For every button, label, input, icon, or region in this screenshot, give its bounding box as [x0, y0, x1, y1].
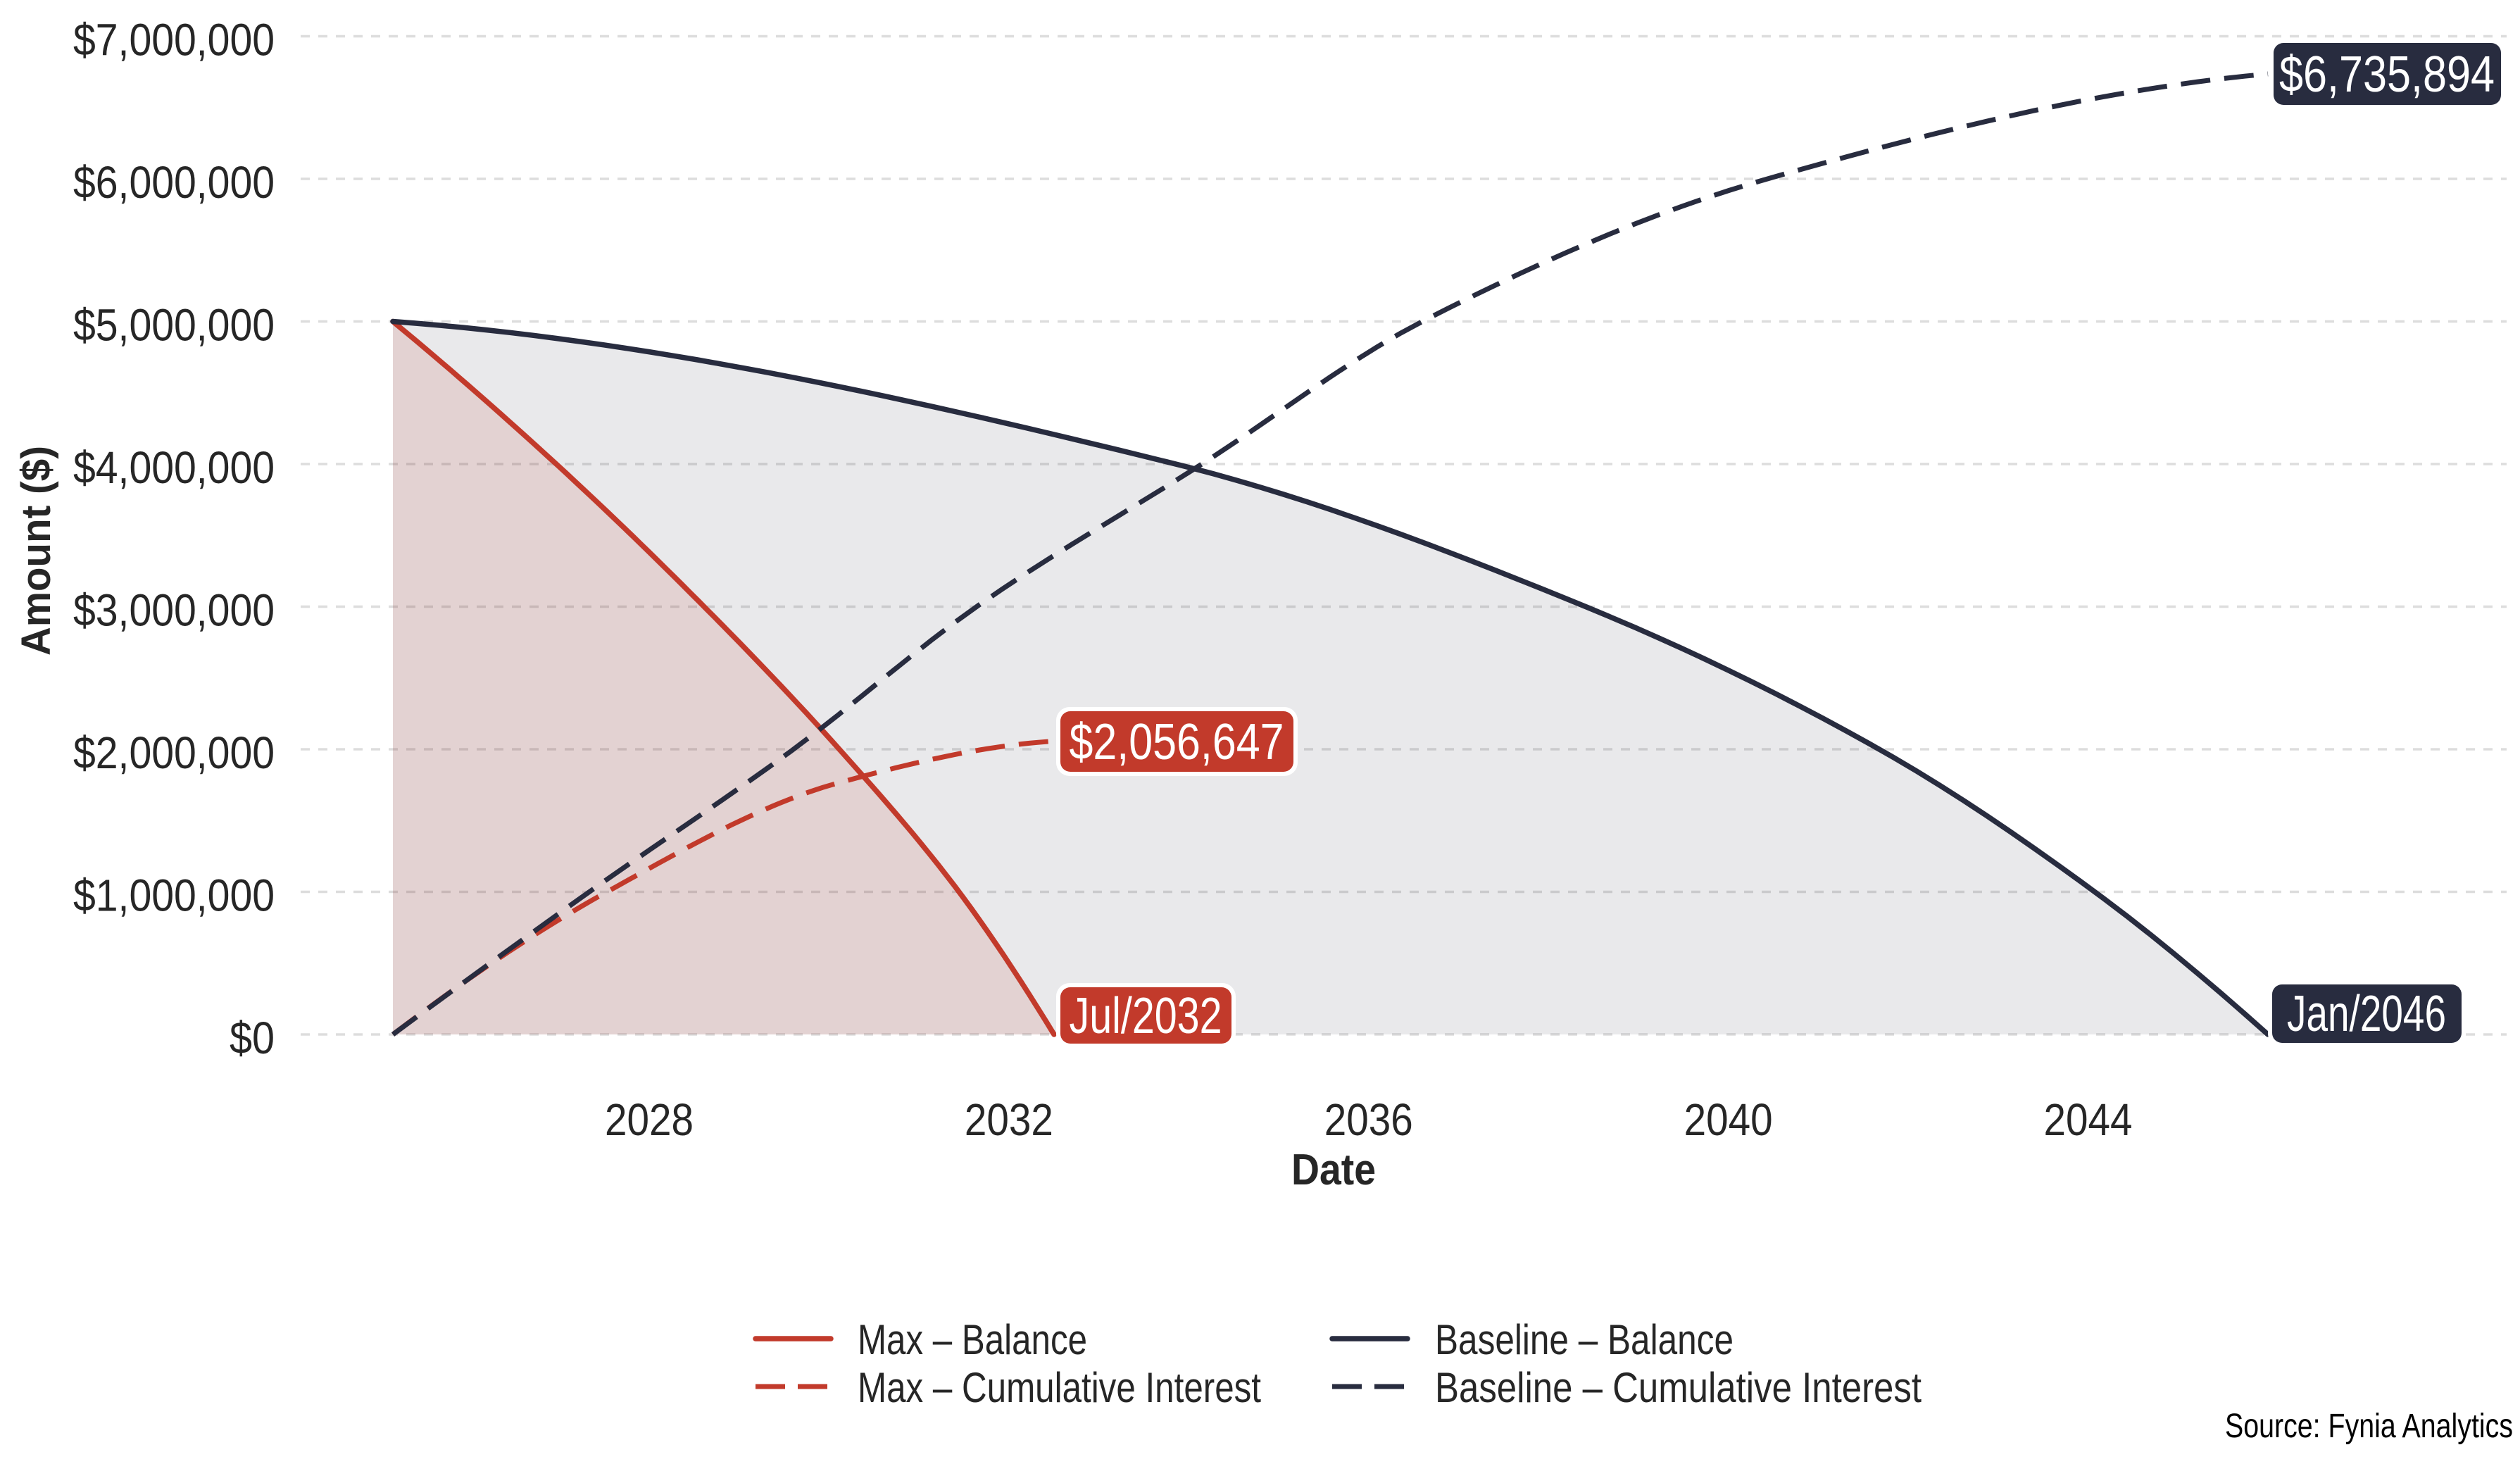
- svg-text:Date: Date: [1291, 1146, 1376, 1194]
- svg-text:$3,000,000: $3,000,000: [73, 585, 275, 636]
- svg-text:Baseline – Cumulative Interest: Baseline – Cumulative Interest: [1435, 1364, 1922, 1411]
- svg-text:$6,735,894: $6,735,894: [2279, 46, 2495, 103]
- svg-text:2028: 2028: [605, 1094, 694, 1145]
- svg-text:2044: 2044: [2044, 1094, 2133, 1145]
- svg-text:$1,000,000: $1,000,000: [73, 870, 275, 921]
- svg-text:2036: 2036: [1324, 1094, 1413, 1145]
- svg-text:$0: $0: [230, 1013, 275, 1063]
- svg-text:$4,000,000: $4,000,000: [73, 442, 275, 493]
- svg-text:$2,000,000: $2,000,000: [73, 727, 275, 778]
- svg-text:$7,000,000: $7,000,000: [73, 15, 275, 65]
- svg-text:$2,056,647: $2,056,647: [1070, 714, 1284, 770]
- svg-text:Max – Balance: Max – Balance: [858, 1316, 1087, 1363]
- svg-text:Jul/2032: Jul/2032: [1070, 988, 1222, 1044]
- svg-text:2040: 2040: [1684, 1094, 1773, 1145]
- svg-text:Source: Fynia Analytics: Source: Fynia Analytics: [2225, 1408, 2513, 1445]
- svg-text:Amount ($): Amount ($): [13, 446, 59, 656]
- svg-text:$6,000,000: $6,000,000: [73, 157, 275, 208]
- svg-text:2032: 2032: [965, 1094, 1053, 1145]
- svg-text:$5,000,000: $5,000,000: [73, 300, 275, 351]
- svg-text:Jan/2046: Jan/2046: [2287, 986, 2446, 1042]
- svg-text:Baseline – Balance: Baseline – Balance: [1435, 1316, 1734, 1363]
- svg-text:Max – Cumulative Interest: Max – Cumulative Interest: [858, 1364, 1261, 1411]
